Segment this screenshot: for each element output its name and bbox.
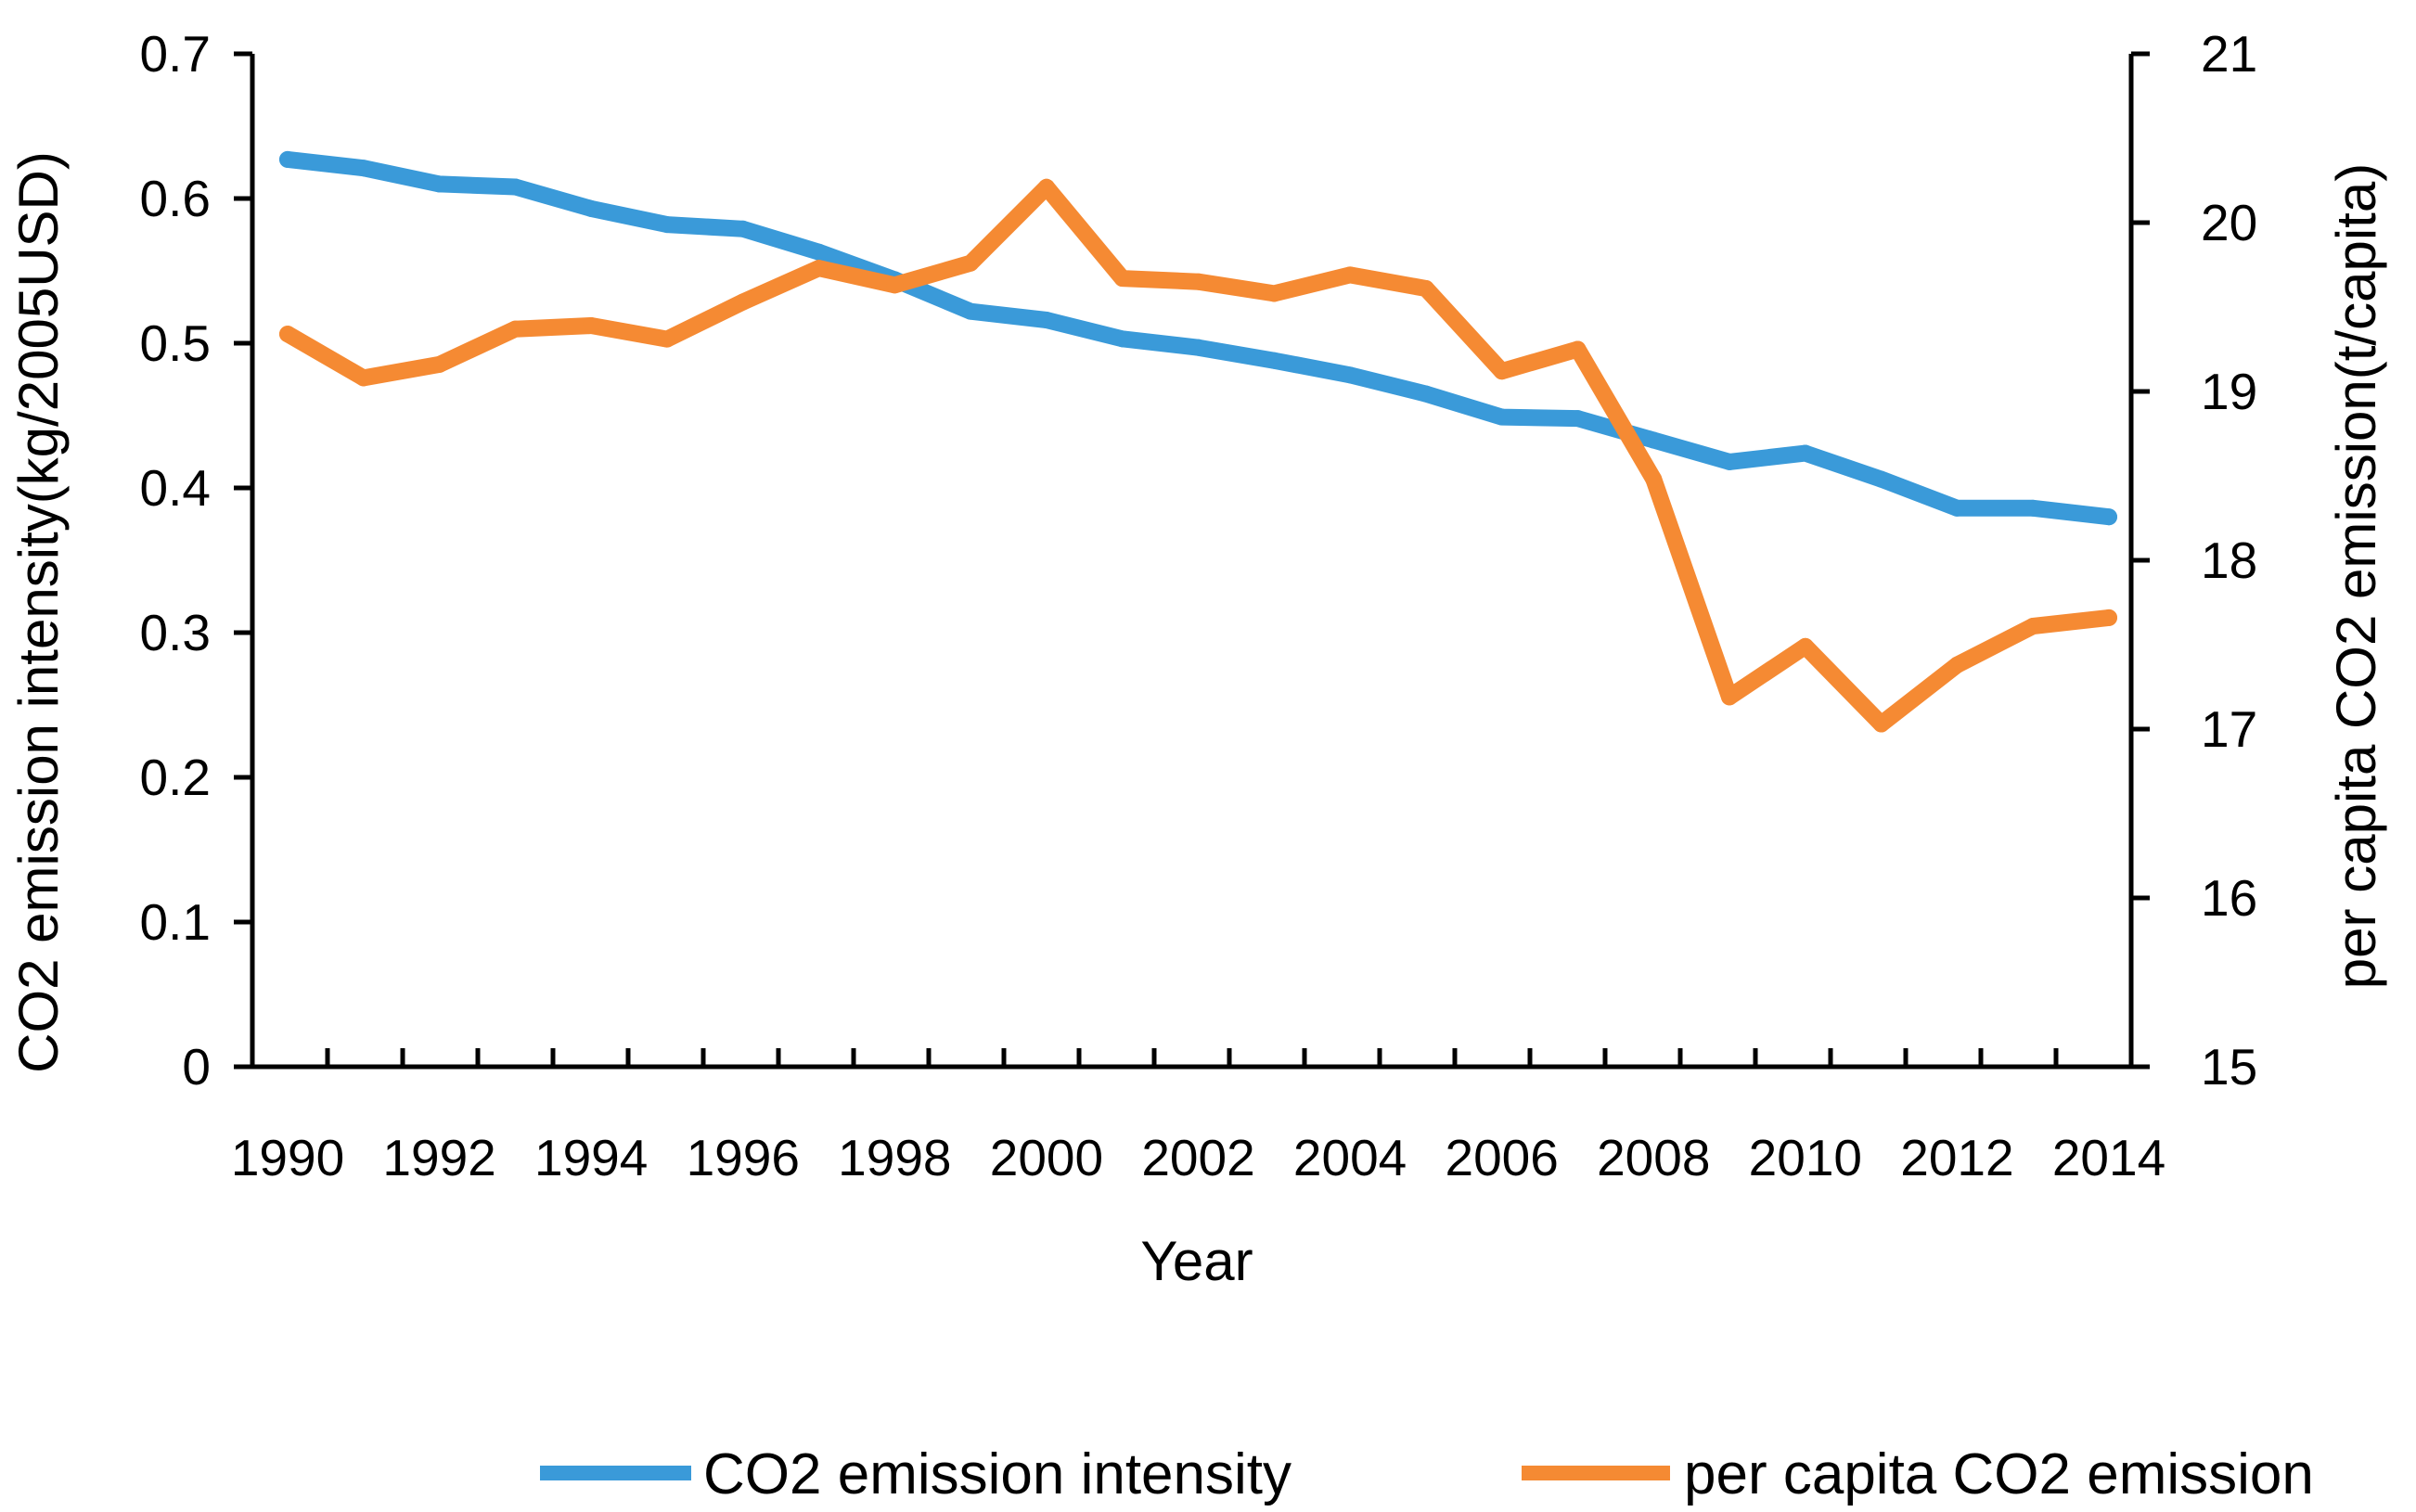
legend-label-per-capita: per capita CO2 emission xyxy=(1684,1442,2314,1506)
data-point-per-capita xyxy=(962,254,980,272)
data-point-co2-intensity xyxy=(1037,312,1055,329)
x-tick-label: 1992 xyxy=(382,1129,495,1186)
x-tick-label: 2012 xyxy=(1900,1129,2013,1186)
data-point-per-capita xyxy=(2101,609,2117,626)
x-tick-label: 2008 xyxy=(1597,1129,1710,1186)
data-point-per-capita xyxy=(2024,617,2042,634)
data-point-per-capita xyxy=(1266,285,1283,302)
data-point-co2-intensity xyxy=(1948,499,1966,517)
left-tick-label: 0 xyxy=(182,1038,211,1096)
x-tick-label: 1998 xyxy=(838,1129,951,1186)
data-point-co2-intensity xyxy=(507,178,524,196)
x-tick-label: 1990 xyxy=(231,1129,344,1186)
x-tick-label: 1994 xyxy=(534,1129,648,1186)
left-tick-label: 0.1 xyxy=(140,893,211,951)
data-point-co2-intensity xyxy=(1872,470,1890,488)
legend-label-co2-intensity: CO2 emission intensity xyxy=(703,1442,1292,1506)
data-point-per-capita xyxy=(1037,178,1055,196)
data-point-co2-intensity xyxy=(1113,330,1131,348)
data-point-per-capita xyxy=(583,317,600,335)
data-point-co2-intensity xyxy=(1493,408,1510,426)
x-tick-label: 2002 xyxy=(1141,1129,1254,1186)
data-point-per-capita xyxy=(1493,363,1510,380)
data-point-co2-intensity xyxy=(1189,339,1207,356)
data-point-co2-intensity xyxy=(810,243,828,261)
data-point-per-capita xyxy=(886,276,904,294)
x-tick-label: 2000 xyxy=(990,1129,1103,1186)
data-point-per-capita xyxy=(431,355,448,373)
right-tick-label: 17 xyxy=(2201,700,2257,758)
data-point-co2-intensity xyxy=(431,175,448,193)
data-point-per-capita xyxy=(1417,279,1434,297)
data-point-co2-intensity xyxy=(2101,508,2117,526)
left-tick-label: 0.7 xyxy=(140,25,211,83)
x-tick-label: 2010 xyxy=(1749,1129,1862,1186)
x-tick-label: 2004 xyxy=(1293,1129,1407,1186)
right-tick-label: 19 xyxy=(2201,363,2257,420)
data-point-per-capita xyxy=(1796,637,1814,655)
data-point-per-capita xyxy=(1113,270,1131,288)
data-point-per-capita xyxy=(1189,273,1207,290)
data-point-co2-intensity xyxy=(1721,453,1739,470)
data-point-co2-intensity xyxy=(1645,431,1663,449)
data-point-co2-intensity xyxy=(1796,444,1814,462)
data-point-co2-intensity xyxy=(1266,352,1283,369)
data-point-per-capita xyxy=(810,260,828,277)
left-tick-label: 0.6 xyxy=(140,170,211,227)
right-tick-label: 20 xyxy=(2201,194,2257,251)
data-point-co2-intensity xyxy=(1569,410,1587,428)
data-point-co2-intensity xyxy=(583,199,600,217)
data-point-per-capita xyxy=(1569,340,1587,358)
data-point-per-capita xyxy=(279,326,296,343)
data-point-co2-intensity xyxy=(962,302,980,320)
x-tick-label: 2014 xyxy=(2052,1129,2165,1186)
data-point-co2-intensity xyxy=(279,150,296,168)
data-point-per-capita xyxy=(1872,715,1890,733)
series-line-co2-intensity xyxy=(279,150,2117,526)
legend: CO2 emission intensity per capita CO2 em… xyxy=(540,1442,2314,1506)
data-point-per-capita xyxy=(658,330,675,348)
right-tick-label: 15 xyxy=(2201,1038,2257,1096)
data-point-co2-intensity xyxy=(1417,385,1434,403)
data-point-per-capita xyxy=(1645,470,1663,488)
data-point-per-capita xyxy=(734,293,752,311)
data-point-per-capita xyxy=(354,369,372,387)
data-point-co2-intensity xyxy=(2024,499,2042,517)
left-tick-label: 0.2 xyxy=(140,749,211,806)
x-tick-label: 1996 xyxy=(687,1129,800,1186)
data-point-co2-intensity xyxy=(354,160,372,177)
data-point-per-capita xyxy=(1342,266,1359,284)
left-y-axis-title: CO2 emission intensity(kg/2005USD) xyxy=(7,151,70,1073)
right-tick-label: 16 xyxy=(2201,869,2257,927)
left-tick-label: 0.3 xyxy=(140,604,211,661)
data-point-per-capita xyxy=(1948,656,1966,673)
left-tick-label: 0.4 xyxy=(140,459,211,517)
right-tick-label: 21 xyxy=(2201,25,2257,83)
data-point-co2-intensity xyxy=(1342,366,1359,384)
left-y-ticks: 0 0.1 0.2 0.3 0.4 0.5 0.6 0.7 xyxy=(140,25,252,1096)
left-tick-label: 0.5 xyxy=(140,314,211,372)
data-point-co2-intensity xyxy=(658,216,675,234)
data-point-per-capita xyxy=(507,320,524,338)
right-y-axis-title: per capita CO2 emission(t/capita) xyxy=(2325,163,2387,989)
x-tick-label: 2006 xyxy=(1445,1129,1558,1186)
right-tick-label: 18 xyxy=(2201,532,2257,589)
series-layer xyxy=(279,150,2117,733)
data-point-co2-intensity xyxy=(734,220,752,237)
data-point-per-capita xyxy=(1721,688,1739,706)
x-axis-title: Year xyxy=(1140,1230,1253,1292)
x-ticks: 1990 1992 1994 1996 1998 2000 2002 2004 2006 2008… xyxy=(231,1048,2165,1186)
right-y-ticks: 15 16 17 18 19 20 21 xyxy=(2131,25,2257,1096)
